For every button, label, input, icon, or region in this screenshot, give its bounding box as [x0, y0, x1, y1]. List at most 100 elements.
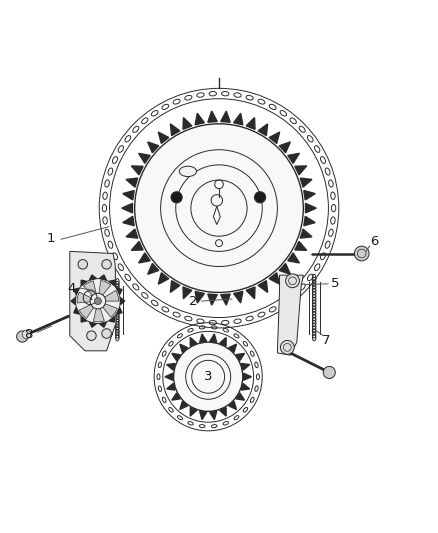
Polygon shape [138, 253, 150, 263]
Polygon shape [84, 281, 96, 295]
Circle shape [102, 260, 111, 269]
Polygon shape [279, 142, 290, 153]
Circle shape [354, 246, 369, 261]
Polygon shape [305, 204, 316, 213]
Polygon shape [70, 252, 116, 351]
Polygon shape [77, 292, 91, 303]
Polygon shape [123, 216, 134, 225]
Polygon shape [244, 373, 251, 380]
Polygon shape [195, 113, 205, 125]
Polygon shape [200, 411, 207, 419]
Polygon shape [122, 204, 133, 213]
Polygon shape [220, 408, 226, 416]
Polygon shape [208, 111, 217, 122]
Polygon shape [170, 124, 180, 135]
Circle shape [78, 260, 88, 269]
Text: 3: 3 [204, 370, 212, 383]
Polygon shape [288, 253, 300, 263]
Polygon shape [131, 241, 143, 251]
Polygon shape [221, 111, 230, 122]
Circle shape [171, 192, 182, 203]
Polygon shape [71, 297, 75, 304]
Text: 5: 5 [331, 277, 339, 290]
Circle shape [102, 329, 111, 338]
Polygon shape [300, 229, 312, 238]
Polygon shape [74, 308, 79, 314]
Polygon shape [213, 206, 220, 224]
Circle shape [173, 342, 243, 411]
Polygon shape [183, 118, 192, 130]
Circle shape [90, 293, 106, 309]
Circle shape [286, 274, 300, 288]
Polygon shape [172, 393, 180, 400]
Polygon shape [269, 132, 280, 143]
Polygon shape [93, 309, 104, 322]
Circle shape [95, 297, 101, 304]
Polygon shape [138, 154, 150, 163]
Polygon shape [233, 292, 243, 303]
Polygon shape [109, 280, 115, 286]
Ellipse shape [179, 166, 197, 176]
Polygon shape [241, 364, 250, 370]
Polygon shape [258, 124, 268, 135]
Circle shape [323, 366, 336, 378]
Polygon shape [295, 166, 307, 175]
Polygon shape [180, 344, 187, 352]
Polygon shape [229, 344, 237, 352]
Polygon shape [210, 411, 217, 419]
Polygon shape [117, 308, 122, 314]
Polygon shape [105, 290, 119, 301]
Polygon shape [210, 334, 217, 342]
Polygon shape [126, 229, 138, 238]
Polygon shape [183, 287, 192, 298]
Polygon shape [81, 317, 87, 322]
Polygon shape [167, 364, 175, 370]
Polygon shape [258, 281, 268, 293]
Polygon shape [81, 280, 87, 286]
Polygon shape [190, 408, 197, 416]
Polygon shape [246, 118, 255, 130]
Polygon shape [241, 383, 250, 390]
Circle shape [191, 180, 247, 236]
Polygon shape [89, 322, 96, 327]
Polygon shape [158, 273, 169, 284]
Polygon shape [148, 142, 159, 153]
Polygon shape [236, 353, 244, 360]
Polygon shape [131, 166, 143, 175]
Polygon shape [79, 304, 94, 318]
Polygon shape [220, 337, 226, 346]
Polygon shape [304, 216, 315, 225]
Polygon shape [246, 287, 255, 298]
Circle shape [134, 124, 304, 293]
Polygon shape [158, 132, 169, 143]
Polygon shape [109, 317, 115, 322]
Circle shape [176, 165, 262, 252]
Text: 7: 7 [322, 334, 331, 346]
Polygon shape [148, 263, 159, 274]
Polygon shape [103, 304, 117, 317]
Polygon shape [74, 288, 79, 294]
Polygon shape [99, 322, 106, 327]
Polygon shape [269, 273, 280, 284]
Polygon shape [221, 294, 230, 305]
Polygon shape [304, 190, 315, 200]
Polygon shape [190, 337, 197, 346]
Text: 1: 1 [46, 232, 55, 245]
Polygon shape [200, 334, 207, 342]
Polygon shape [229, 401, 237, 409]
Polygon shape [89, 275, 96, 280]
Polygon shape [120, 297, 125, 304]
Circle shape [87, 331, 96, 341]
Polygon shape [117, 288, 122, 294]
Circle shape [280, 341, 294, 354]
Polygon shape [170, 281, 180, 293]
Polygon shape [165, 373, 173, 380]
Circle shape [254, 192, 266, 203]
Polygon shape [236, 393, 244, 400]
Polygon shape [277, 275, 304, 355]
Text: 2: 2 [189, 295, 197, 308]
Polygon shape [167, 383, 175, 390]
Polygon shape [233, 113, 243, 125]
Polygon shape [279, 263, 290, 274]
Polygon shape [295, 241, 307, 251]
